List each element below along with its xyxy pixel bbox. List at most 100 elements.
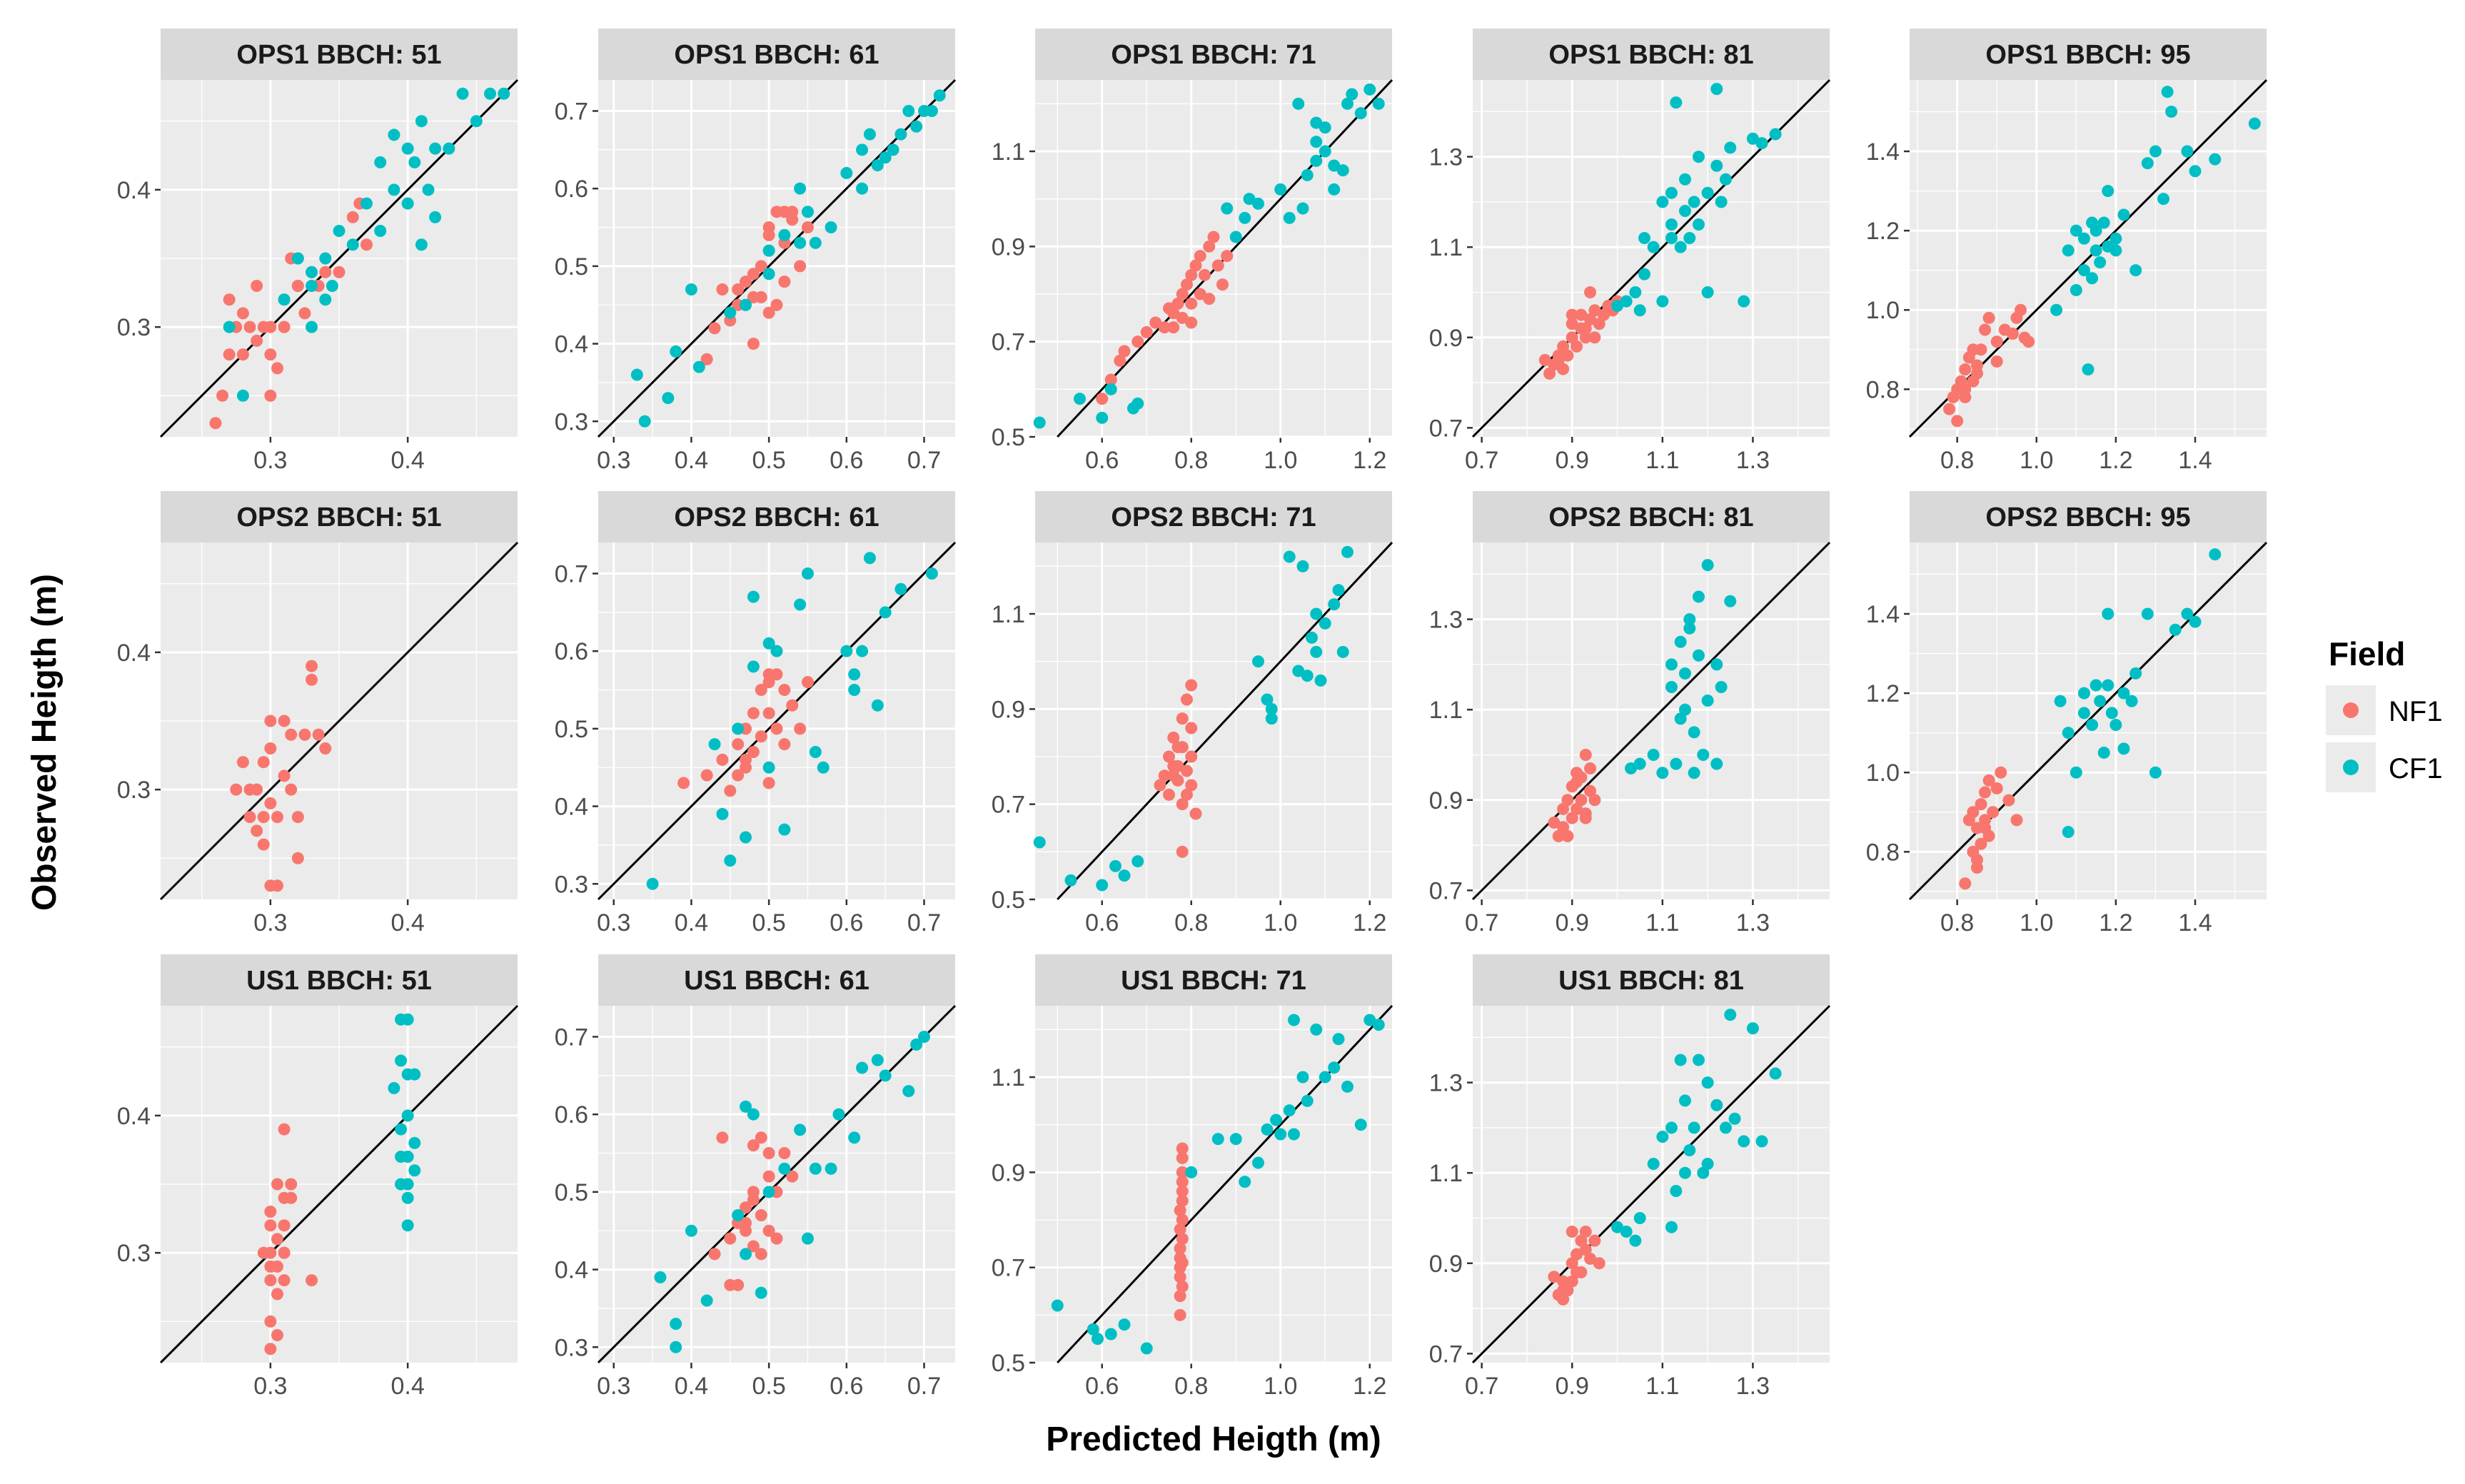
series-nf1 <box>1538 286 1624 380</box>
point-cf1 <box>1683 622 1696 635</box>
tick-label-y: 0.7 <box>555 560 588 587</box>
point-nf1 <box>1185 750 1198 763</box>
point-cf1 <box>809 745 822 758</box>
tick-label-y: 0.3 <box>555 871 588 898</box>
point-cf1 <box>498 87 510 100</box>
panel-title: US1 BBCH: 61 <box>684 966 869 996</box>
point-nf1 <box>1557 1275 1570 1288</box>
point-nf1 <box>1584 286 1597 298</box>
point-cf1 <box>401 142 414 155</box>
point-nf1 <box>708 1248 721 1261</box>
point-nf1 <box>257 320 270 333</box>
point-cf1 <box>2102 607 2114 620</box>
point-cf1 <box>2149 766 2162 779</box>
point-cf1 <box>2070 766 2082 779</box>
point-cf1 <box>762 244 775 257</box>
tick-label-y: 0.7 <box>555 98 588 125</box>
point-nf1 <box>1171 759 1184 772</box>
point-nf1 <box>801 676 814 689</box>
point-cf1 <box>1336 645 1349 658</box>
point-cf1 <box>2077 232 2090 245</box>
tick-label-x: 1.3 <box>1736 1373 1770 1400</box>
point-cf1 <box>1683 1144 1696 1157</box>
point-nf1 <box>1176 1213 1189 1226</box>
point-nf1 <box>778 684 791 697</box>
point-cf1 <box>1678 205 1691 218</box>
point-nf1 <box>1575 794 1588 807</box>
reference-line-1to1 <box>159 541 519 901</box>
point-nf1 <box>794 722 807 735</box>
point-nf1 <box>2010 814 2023 827</box>
point-nf1 <box>264 1246 277 1259</box>
point-cf1 <box>778 1162 791 1175</box>
point-cf1 <box>223 320 236 333</box>
point-cf1 <box>2189 615 2202 628</box>
reference-line-1to1 <box>1471 1004 1831 1364</box>
legend-item-cf1: CF1 <box>2326 742 2443 792</box>
point-nf1 <box>1566 331 1578 344</box>
point-nf1 <box>755 1208 767 1221</box>
point-nf1 <box>770 668 783 681</box>
point-cf1 <box>871 699 884 712</box>
series-nf1 <box>257 1123 318 1356</box>
point-cf1 <box>879 151 892 164</box>
panel-title: OPS2 BBCH: 61 <box>674 503 879 532</box>
point-nf1 <box>1163 750 1175 763</box>
tick-label-x: 0.4 <box>675 447 708 474</box>
point-nf1 <box>778 1147 791 1160</box>
point-cf1 <box>856 143 869 156</box>
point-cf1 <box>1697 748 1710 761</box>
tick-label-x: 0.7 <box>907 447 941 474</box>
point-nf1 <box>236 756 249 769</box>
point-cf1 <box>2129 264 2142 277</box>
tick-label-x: 0.4 <box>675 909 708 937</box>
point-cf1 <box>2070 283 2082 296</box>
point-cf1 <box>840 645 853 657</box>
point-nf1 <box>1176 1256 1189 1269</box>
point-cf1 <box>740 1100 752 1113</box>
point-nf1 <box>1579 1243 1592 1256</box>
point-cf1 <box>1229 231 1242 243</box>
reference-line-1to1 <box>1471 541 1831 901</box>
tick-label-x: 0.5 <box>752 909 785 937</box>
tick-label-x: 1.1 <box>1645 447 1679 474</box>
point-nf1 <box>716 753 729 766</box>
point-nf1 <box>1158 321 1171 334</box>
point-nf1 <box>747 1139 760 1152</box>
point-cf1 <box>1140 1342 1153 1355</box>
point-cf1 <box>2097 216 2110 229</box>
point-cf1 <box>1328 598 1341 611</box>
point-cf1 <box>2077 687 2090 700</box>
panel-title: OPS2 BBCH: 81 <box>1548 503 1753 532</box>
point-cf1 <box>333 225 346 238</box>
tick-label-x: 0.8 <box>1174 1373 1208 1400</box>
panel-grid: OPS1 BBCH: 51 0.3 0.4 0.3 0.4 OPS1 BBCH: 61 0.… <box>117 29 2268 1400</box>
point-cf1 <box>1092 1333 1104 1346</box>
point-cf1 <box>1710 83 1723 96</box>
tick-label-y: 1.0 <box>1866 297 1900 324</box>
point-cf1 <box>1665 232 1678 245</box>
point-nf1 <box>1114 354 1126 367</box>
tick-label-y: 0.9 <box>1429 1251 1463 1278</box>
point-cf1 <box>1354 1119 1367 1131</box>
point-nf1 <box>1979 822 1992 834</box>
tick-label-y: 1.4 <box>1866 601 1900 628</box>
point-cf1 <box>1239 211 1251 224</box>
point-nf1 <box>1990 335 2003 348</box>
series-nf1 <box>677 668 814 797</box>
point-nf1 <box>1588 304 1601 317</box>
point-nf1 <box>243 811 256 824</box>
point-cf1 <box>401 1219 414 1232</box>
point-cf1 <box>809 236 822 249</box>
tick-label-x: 0.7 <box>1465 1373 1498 1400</box>
point-cf1 <box>1109 859 1121 872</box>
tick-label-y: 0.7 <box>992 329 1025 356</box>
point-nf1 <box>333 266 346 278</box>
point-cf1 <box>755 1286 767 1299</box>
point-nf1 <box>271 879 283 892</box>
tick-label-x: 0.8 <box>1940 909 1974 937</box>
point-cf1 <box>1252 1156 1264 1169</box>
point-nf1 <box>306 1274 318 1287</box>
point-nf1 <box>243 320 256 333</box>
point-cf1 <box>1633 757 1646 770</box>
